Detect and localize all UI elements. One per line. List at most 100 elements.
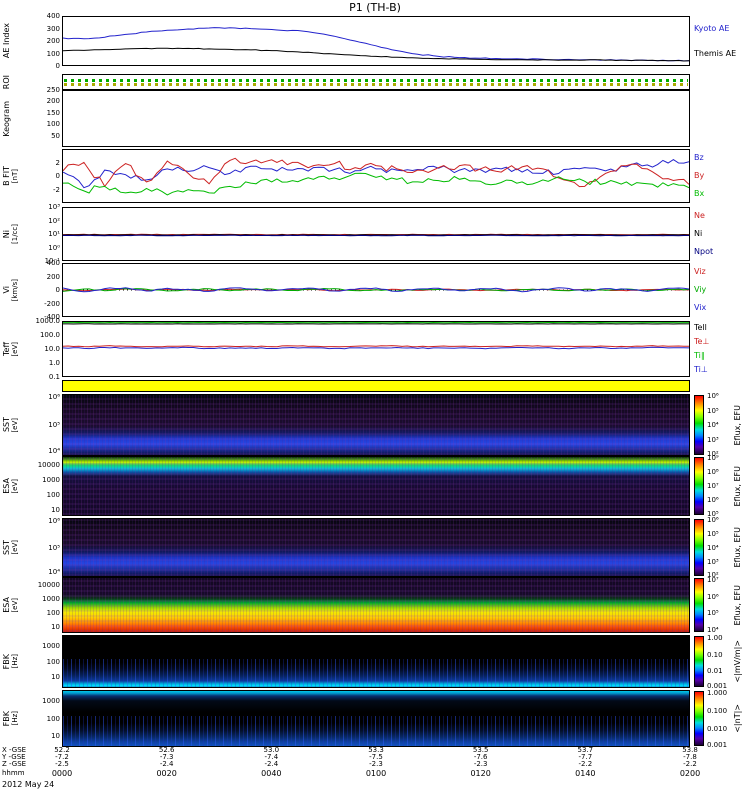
y-tick-label: 10⁴ xyxy=(48,568,60,577)
colorbar-unit-label: <|nT|> xyxy=(733,704,742,733)
colorbar-tick-label: 10⁶ xyxy=(707,592,719,601)
time-axis-label: hhmm xyxy=(2,769,25,777)
y-tick-label: 10³ xyxy=(48,203,60,211)
y-tick-label: 10 xyxy=(51,623,60,632)
y-axis-unit: [Hz] xyxy=(11,711,19,726)
colorbar-tick-label: 0.100 xyxy=(707,707,728,716)
series-label-Ti⊥: Ti⊥ xyxy=(694,365,708,374)
y-axis-unit: [nT] xyxy=(11,168,19,184)
panel-fbk-bfield: FBK [Hz] 1000 100 10 1.000 0.100 0.010 0.001 <|nT… xyxy=(0,689,750,749)
line-plot xyxy=(63,287,689,293)
y-axis-unit: [eV] xyxy=(11,341,19,357)
line-plot xyxy=(63,233,689,237)
ephemeris-value: -2.5 xyxy=(55,760,69,768)
time-tick-column: 53.0 -7.4 -2.4 0040 xyxy=(250,747,292,779)
y-tick-label: -2 xyxy=(53,185,60,194)
colorbar xyxy=(694,636,704,687)
plot-area xyxy=(62,321,690,377)
time-axis: X -GSE Y -GSE Z -GSE hhmm 2012 May 24 52.2 -7.… xyxy=(0,747,750,799)
y-axis-label-text: Vi xyxy=(2,286,11,294)
time-tick-label: 0100 xyxy=(365,769,387,778)
colorbar-tick-label: 0.001 xyxy=(707,740,728,749)
plot-area xyxy=(62,394,690,456)
panel-esa-electrons: ESA [eV] 10000 1000 100 10 10⁹ 10⁸ 10⁷ 10⁶ 10⁵ Eflu… xyxy=(0,454,750,519)
colorbar-unit: Eflux, EFU xyxy=(733,456,742,516)
ephemeris-value: -7.6 xyxy=(473,753,488,761)
colorbar-tick-label: 10⁶ xyxy=(707,515,719,524)
series-label-Vix: Vix xyxy=(694,303,707,312)
panel-roi-strip: ROI xyxy=(0,74,750,90)
y-tick-label: 10⁶ xyxy=(48,393,60,402)
plot-area xyxy=(62,456,690,516)
ephemeris-value: 52.6 xyxy=(158,746,175,754)
y-axis-label: B FIT [nT] xyxy=(2,149,20,203)
y-tick-label: 400 xyxy=(46,259,60,267)
panel-esa-ions: ESA [eV] 10000 1000 100 10 10⁷ 10⁶ 10⁵ 10⁴ Eflux, … xyxy=(0,575,750,635)
series-Bz xyxy=(63,159,689,189)
y-axis-label: AE Index xyxy=(2,16,11,66)
ephemeris-value: -7.2 xyxy=(55,753,69,761)
series-label-Ne: Ne xyxy=(694,211,705,220)
panel-fbk-efield: FBK [Hz] 1000 100 10 1.00 0.10 0.01 0.001 <|mV/m|… xyxy=(0,634,750,690)
y-tick-label: 10⁵ xyxy=(48,421,60,429)
colorbar-unit-label: Eflux, EFU xyxy=(733,584,742,626)
axis-row-label: Z -GSE xyxy=(2,760,27,768)
plot-area xyxy=(62,90,690,147)
axis-row-label: X -GSE xyxy=(2,746,27,754)
colorbar-tick-label: 10⁵ xyxy=(707,510,719,519)
plot-area xyxy=(62,74,690,90)
y-axis-label: Vi [km/s] xyxy=(2,263,20,317)
time-tick-label: 0040 xyxy=(261,769,282,778)
y-axis-unit: [eV] xyxy=(11,478,19,494)
ephemeris-value: -7.8 xyxy=(683,753,697,761)
colorbar xyxy=(694,519,704,576)
y-axis-label: SST [eV] xyxy=(2,394,20,456)
y-axis-unit: [km/s] xyxy=(11,278,19,302)
axis-row-label: Y -GSE xyxy=(2,753,26,761)
y-tick-label: 100 xyxy=(46,49,60,58)
series-label-Themis AE: Themis AE xyxy=(694,48,737,58)
y-axis-label: Ni [1/cc] xyxy=(2,207,20,261)
series-labels: Tell Te⊥ Ti∥ Ti⊥ xyxy=(694,321,709,377)
y-tick-label: 0 xyxy=(55,172,60,180)
colorbar-tick-label: 10⁷ xyxy=(707,575,719,584)
colorbar-unit: <|nT|> xyxy=(733,690,742,747)
y-tick-label: 250 xyxy=(46,86,60,94)
y-tick-label: 10 xyxy=(51,673,60,682)
time-tick-label: 0000 xyxy=(51,769,73,778)
colorbar-unit: Eflux, EFU xyxy=(733,518,742,577)
panel-b-fit: B FIT [nT] 2 0 -2 Bz By Bx xyxy=(0,149,750,203)
y-axis-label-text: SST xyxy=(2,539,11,556)
series-By xyxy=(63,157,689,188)
ephemeris-value: -2.3 xyxy=(369,760,383,768)
plot-area xyxy=(62,690,690,747)
colorbar-tick-label: 10³ xyxy=(707,557,719,566)
spectrogram-noise xyxy=(63,715,689,746)
y-tick-label: 10000 xyxy=(37,461,60,469)
y-axis-unit: [eV] xyxy=(11,540,19,555)
y-axis-label: ESA [eV] xyxy=(2,577,20,633)
series-labels: Kyoto AE Themis AE xyxy=(694,16,736,66)
colorbar-tick-label: 10⁴ xyxy=(707,543,719,552)
panel-keogram: Keogram 250 200 150 100 50 xyxy=(0,86,750,147)
y-tick-label: 50 xyxy=(51,131,60,140)
roi-marker-row xyxy=(64,78,688,82)
y-tick-label: 1000 xyxy=(42,476,60,484)
y-axis-label-text: Ni xyxy=(2,229,11,239)
colorbar xyxy=(694,395,704,455)
y-tick-label: 10⁵ xyxy=(48,543,60,552)
y-tick-label: 10⁻¹ xyxy=(44,257,60,265)
panel-temperature: Teff [eV] 1000.0 100.0 10.0 1.0 0.1 Tell Te⊥ Ti∥ T… xyxy=(0,317,750,381)
series-Themis AE xyxy=(63,47,689,62)
y-tick-label: 0.1 xyxy=(48,373,60,381)
ephemeris-value: -7.4 xyxy=(264,753,279,761)
y-axis-label-text: ESA xyxy=(2,478,11,494)
colorbar-tick-label: 10³ xyxy=(707,435,719,444)
panel-flag-bar xyxy=(0,380,750,392)
series-label-Ti∥: Ti∥ xyxy=(694,351,705,360)
time-tick-column: 53.5 -7.6 -2.3 0120 xyxy=(460,747,502,779)
colorbar-tick-label: 0.10 xyxy=(707,650,723,659)
y-tick-label: -200 xyxy=(44,299,60,308)
colorbar-tick-label: 10⁴ xyxy=(707,626,719,635)
